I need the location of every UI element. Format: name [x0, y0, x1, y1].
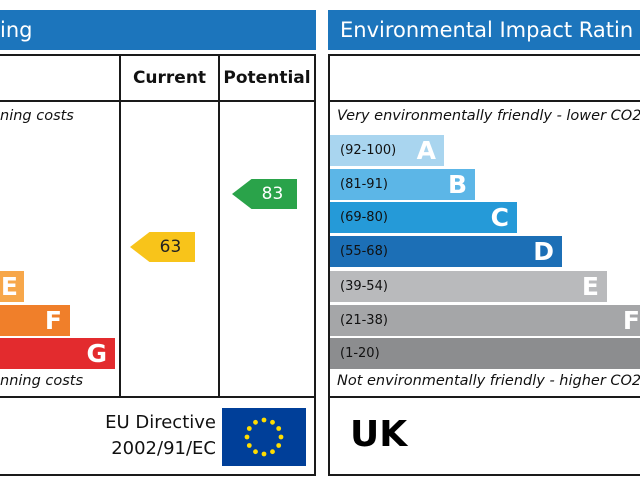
energy-rating-title-bar: ing	[0, 10, 316, 50]
eu-flag-icon	[222, 408, 306, 466]
environmental-footer-divider	[328, 396, 640, 398]
environmental-title-bar: Environmental Impact Ratin	[328, 10, 640, 50]
env-band-a-letter: A	[416, 136, 436, 165]
energy-band-e: E	[0, 271, 24, 302]
env-band-a-range: (92-100)	[340, 143, 397, 158]
header-divider	[0, 100, 316, 102]
energy-band-f: F	[0, 305, 70, 336]
potential-column-divider	[218, 54, 220, 398]
environmental-title: Environmental Impact Ratin	[340, 18, 634, 42]
env-band-b-range: (81-91)	[340, 177, 388, 192]
env-band-d-range: (55-68)	[340, 244, 388, 259]
eu-directive-line1: EU Directive	[105, 412, 216, 433]
env-band-d: (55-68) D	[330, 236, 562, 267]
env-band-f: (21-38) F	[330, 305, 640, 336]
energy-band-f-letter: F	[44, 306, 62, 335]
energy-band-g: G	[0, 338, 115, 369]
env-band-f-range: (21-38)	[340, 313, 388, 328]
energy-bottom-note: nning costs	[0, 373, 84, 389]
env-band-c-letter: C	[490, 203, 509, 232]
env-band-a: (92-100) A	[330, 135, 444, 166]
env-band-d-letter: D	[533, 237, 554, 266]
environmental-header-divider	[328, 100, 640, 102]
energy-rating-title: ing	[0, 18, 33, 42]
eu-stars-icon	[244, 417, 284, 457]
energy-band-e-letter: E	[0, 272, 18, 301]
footer-divider	[0, 396, 316, 398]
eu-directive-text: EU Directive 2002/91/EC	[60, 410, 216, 462]
current-column-header: Current	[132, 68, 207, 88]
energy-top-note: ning costs	[0, 108, 74, 124]
potential-rating-value: 83	[261, 184, 284, 204]
env-band-b: (81-91) B	[330, 169, 475, 200]
energy-rating-frame	[0, 54, 316, 476]
env-band-g-range: (1-20)	[340, 346, 380, 361]
env-band-b-letter: B	[447, 170, 467, 199]
potential-column-header: Potential	[223, 68, 311, 88]
env-band-e-letter: E	[581, 272, 599, 301]
env-band-e: (39-54) E	[330, 271, 607, 302]
env-band-f-letter: F	[622, 306, 640, 335]
energy-band-g-letter: G	[86, 339, 107, 368]
env-band-c-range: (69-80)	[340, 210, 388, 225]
country-label: UK	[350, 414, 408, 455]
environmental-top-note: Very environmentally friendly - lower CO…	[337, 108, 640, 124]
current-rating-value: 63	[159, 237, 182, 257]
env-band-g: (1-20)	[330, 338, 640, 369]
env-band-e-range: (39-54)	[340, 279, 388, 294]
current-column-divider	[119, 54, 121, 398]
env-band-c: (69-80) C	[330, 202, 517, 233]
eu-directive-line2: 2002/91/EC	[111, 438, 216, 459]
environmental-bottom-note: Not environmentally friendly - higher CO…	[337, 373, 640, 389]
